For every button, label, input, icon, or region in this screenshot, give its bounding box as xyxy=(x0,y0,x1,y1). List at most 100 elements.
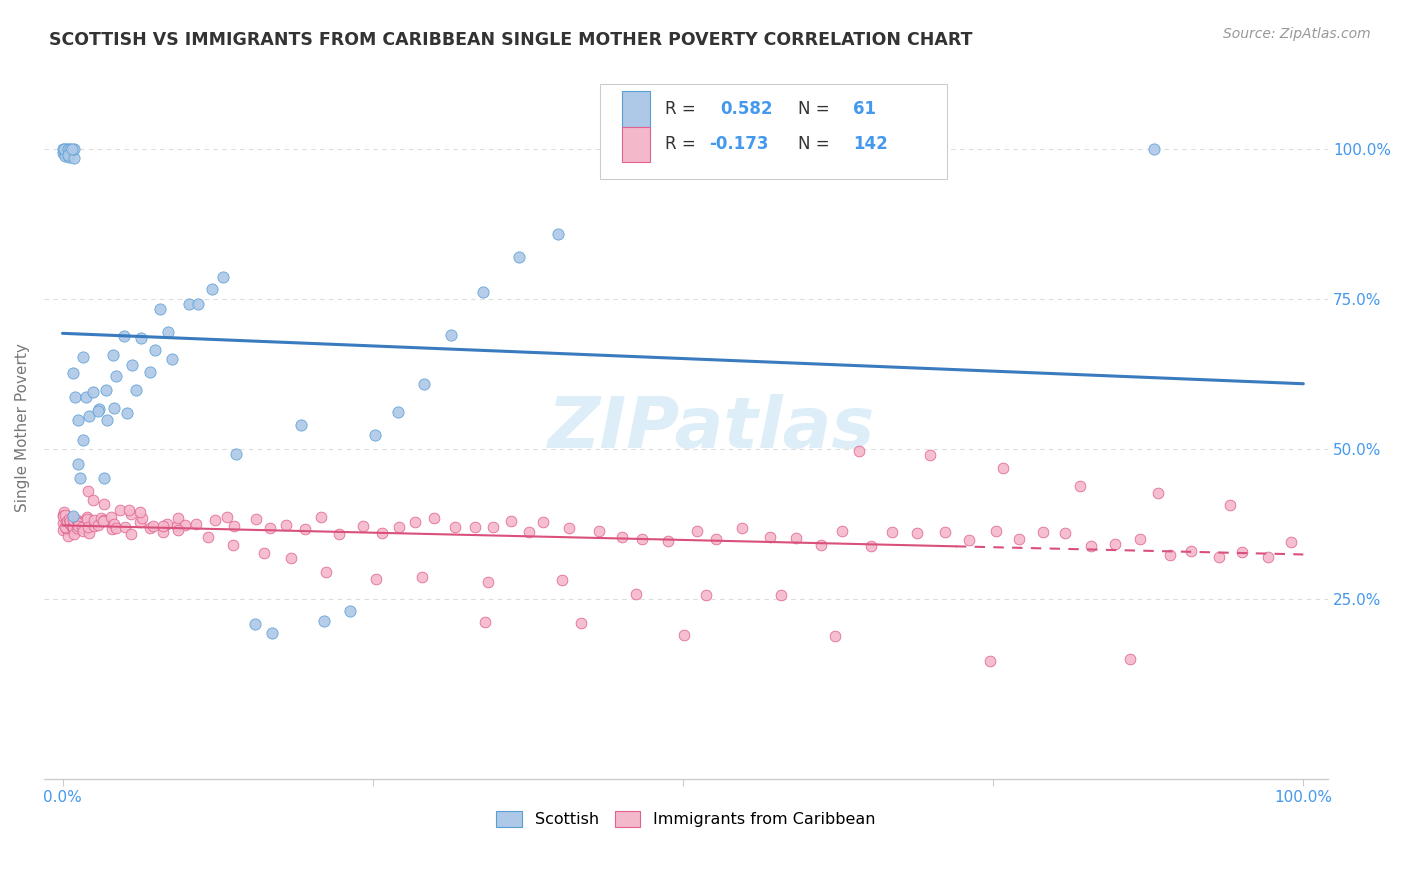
Point xyxy=(152,519,174,533)
Point xyxy=(53,149,76,163)
Point xyxy=(411,570,433,584)
Text: SCOTTISH VS IMMIGRANTS FROM CARIBBEAN SINGLE MOTHER POVERTY CORRELATION CHART: SCOTTISH VS IMMIGRANTS FROM CARIBBEAN SI… xyxy=(49,31,973,49)
Point xyxy=(51,516,73,531)
Point xyxy=(222,538,245,552)
Point xyxy=(58,150,80,164)
Point xyxy=(67,519,90,533)
Point xyxy=(56,148,79,162)
Point xyxy=(364,573,387,587)
Point xyxy=(685,524,707,538)
Point xyxy=(77,409,100,424)
Point xyxy=(197,530,219,544)
Point xyxy=(55,146,77,161)
Point xyxy=(55,516,77,530)
Point xyxy=(695,588,717,602)
Point xyxy=(1104,537,1126,551)
Point xyxy=(101,348,124,362)
Text: N =: N = xyxy=(797,135,835,153)
Point xyxy=(59,142,82,156)
Point xyxy=(120,526,142,541)
Point xyxy=(129,331,152,345)
Point xyxy=(87,403,110,417)
Point xyxy=(1159,548,1181,562)
Point xyxy=(315,565,337,579)
Point xyxy=(1208,549,1230,564)
Point xyxy=(1146,486,1168,500)
Point xyxy=(387,520,409,534)
Point xyxy=(224,519,246,533)
Point xyxy=(991,460,1014,475)
Point xyxy=(166,510,188,524)
Point xyxy=(87,401,110,416)
Point xyxy=(93,497,115,511)
Point xyxy=(482,520,505,534)
Point xyxy=(631,533,654,547)
Point xyxy=(880,524,903,539)
FancyBboxPatch shape xyxy=(600,85,946,179)
Point xyxy=(69,471,91,485)
Point xyxy=(65,522,87,536)
Point xyxy=(314,614,336,628)
Point xyxy=(1279,535,1302,549)
Point xyxy=(52,146,75,161)
Point xyxy=(371,526,394,541)
Point xyxy=(187,296,209,310)
Text: ZIPatlas: ZIPatlas xyxy=(548,393,876,463)
Point xyxy=(62,520,84,534)
Point xyxy=(53,142,76,156)
Point xyxy=(76,512,98,526)
Point xyxy=(51,508,73,523)
Point xyxy=(76,510,98,524)
Point xyxy=(352,519,374,533)
Point xyxy=(824,629,846,643)
Point xyxy=(215,510,238,524)
Point xyxy=(63,142,86,156)
Point xyxy=(128,515,150,529)
Text: R =: R = xyxy=(665,100,707,118)
Point xyxy=(474,615,496,630)
Y-axis label: Single Mother Poverty: Single Mother Poverty xyxy=(15,343,30,512)
Point xyxy=(770,588,793,602)
Point xyxy=(60,520,83,534)
Point xyxy=(588,524,610,539)
Point xyxy=(52,142,75,156)
Point xyxy=(276,517,298,532)
Point xyxy=(547,227,569,241)
Point xyxy=(731,521,754,535)
Point xyxy=(53,505,76,519)
Point xyxy=(260,625,283,640)
Text: 142: 142 xyxy=(853,135,887,153)
Point xyxy=(309,510,332,524)
Point xyxy=(56,522,79,536)
Point xyxy=(1143,142,1166,156)
Point xyxy=(59,514,82,528)
Point xyxy=(108,502,131,516)
Point xyxy=(339,604,361,618)
Point xyxy=(87,517,110,532)
Point xyxy=(62,509,84,524)
Point xyxy=(77,484,100,499)
Point xyxy=(149,301,172,316)
Point xyxy=(253,546,276,560)
Point xyxy=(55,508,77,522)
Point xyxy=(984,524,1007,538)
Text: N =: N = xyxy=(797,100,835,118)
Text: R =: R = xyxy=(665,135,702,153)
Point xyxy=(259,521,281,535)
Point xyxy=(90,510,112,524)
Point xyxy=(142,518,165,533)
Point xyxy=(101,523,124,537)
Point xyxy=(444,520,467,534)
Point xyxy=(143,343,166,357)
Point xyxy=(75,390,97,404)
Point xyxy=(1080,540,1102,554)
Point xyxy=(82,385,104,400)
Point xyxy=(62,518,84,533)
Point xyxy=(66,520,89,534)
Point xyxy=(66,516,89,530)
Point xyxy=(60,142,83,156)
Point xyxy=(201,282,224,296)
Point xyxy=(167,523,190,537)
Point xyxy=(105,368,128,383)
Point xyxy=(139,521,162,535)
